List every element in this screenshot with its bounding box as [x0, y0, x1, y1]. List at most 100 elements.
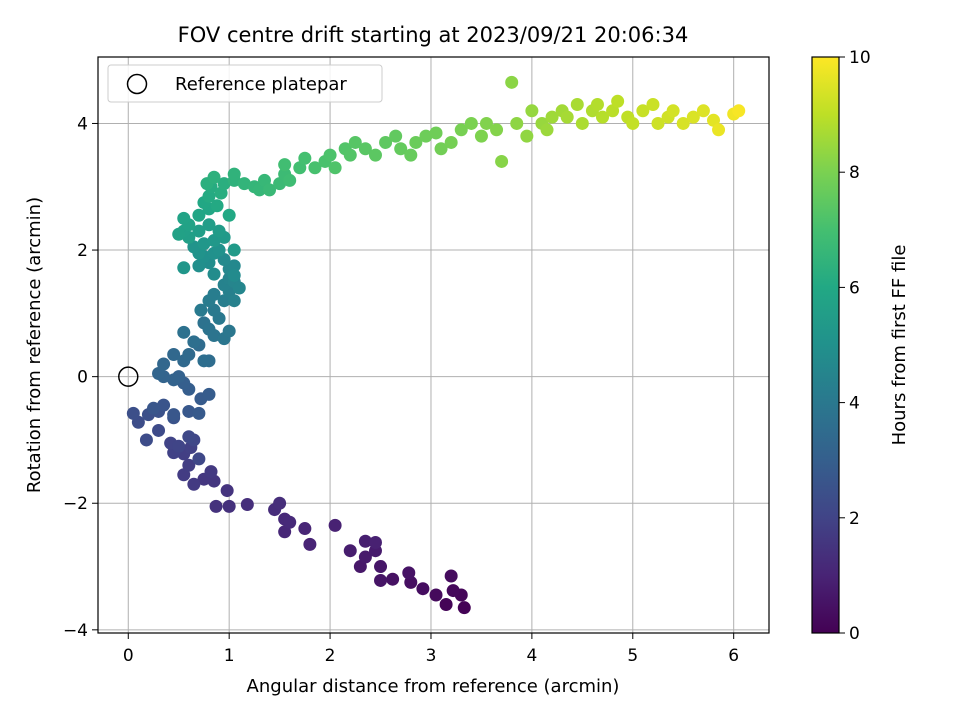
scatter-point [278, 158, 292, 172]
scatter-point [167, 373, 181, 387]
scatter-point [207, 287, 221, 301]
scatter-point [192, 224, 206, 238]
scatter-point [202, 218, 216, 232]
legend-label: Reference platepar [175, 74, 347, 95]
scatter-point [192, 406, 206, 420]
scatter-point [182, 404, 196, 418]
scatter-point [712, 123, 726, 137]
colorbar-tick-label: 4 [849, 394, 860, 414]
scatter-point [429, 126, 443, 140]
scatter-point [389, 129, 403, 143]
colorbar-gradient [811, 56, 840, 634]
scatter-point [368, 535, 382, 549]
scatter-point [495, 154, 509, 168]
chart-title: FOV centre drift starting at 2023/09/21 … [178, 23, 689, 47]
legend-marker-open-circle [126, 73, 148, 95]
scatter-point [232, 281, 246, 295]
scatter-point [434, 142, 448, 156]
scatter-point [570, 97, 584, 111]
scatter-point [182, 458, 196, 472]
scatter-point [126, 406, 140, 420]
scatter-point [686, 110, 700, 124]
x-axis-ticks: 0 1 2 3 4 5 6 [123, 633, 739, 666]
scatter-point [404, 148, 418, 162]
scatter-point [207, 329, 221, 343]
colorbar-tick-label: 0 [849, 624, 860, 644]
x-axis-label: Angular distance from reference (arcmin) [247, 676, 620, 697]
scatter-point [343, 148, 357, 162]
scatter-point [348, 135, 362, 149]
scatter-point [167, 408, 181, 422]
x-tick-label: 5 [627, 646, 638, 666]
colorbar-tick-label: 2 [849, 509, 860, 529]
scatter-point [187, 477, 201, 491]
reference-marker [118, 366, 139, 387]
scatter-point [182, 347, 196, 361]
x-tick-label: 6 [728, 646, 739, 666]
scatter-point [167, 347, 181, 361]
scatter-point [237, 177, 251, 191]
scatter-point [490, 123, 504, 137]
scatter-point [177, 261, 191, 275]
scatter-point [666, 104, 680, 118]
scatter-point [454, 123, 468, 137]
scatter-point [444, 135, 458, 149]
scatter-point [227, 243, 241, 257]
scatter-point [545, 110, 559, 124]
scatter-point [222, 208, 236, 222]
scatter-point [444, 569, 458, 583]
scatter-point [328, 161, 342, 175]
scatter-point [172, 227, 186, 241]
y-axis-label: Rotation from reference (arcmin) [24, 197, 45, 493]
scatter-point [283, 173, 297, 187]
scatter-point [222, 324, 236, 338]
scatter-point [429, 588, 443, 602]
scatter-point [374, 573, 388, 587]
scatter-point [446, 584, 460, 598]
scatter-point [209, 499, 223, 513]
scatter-point [222, 499, 236, 513]
colorbar-tick-label: 8 [849, 163, 860, 183]
scatter-point [220, 484, 234, 498]
scatter-point [227, 268, 241, 282]
scatter-point [646, 97, 660, 111]
scatter-point [636, 104, 650, 118]
scatter-point [157, 398, 171, 412]
scatter-point [197, 237, 211, 251]
scatter-point [152, 423, 166, 437]
data-points [126, 75, 746, 615]
scatter-point [139, 433, 153, 447]
scatter-point [540, 123, 554, 137]
x-tick-label: 0 [123, 646, 134, 666]
scatter-point [298, 151, 312, 165]
scatter-point [520, 129, 534, 143]
scatter-point [368, 148, 382, 162]
scatter-point [560, 110, 574, 124]
scatter-point [379, 135, 393, 149]
plot-frame [97, 56, 770, 634]
scatter-point [525, 104, 539, 118]
scatter-point [358, 550, 372, 564]
scatter-point [409, 135, 423, 149]
scatter-point [676, 116, 690, 130]
scatter-point [575, 116, 589, 130]
scatter-point [263, 183, 277, 197]
scatter-point [210, 199, 224, 213]
scatter-point [273, 496, 287, 510]
scatter-point [207, 267, 221, 281]
scatter-point [283, 515, 297, 529]
scatter-point [474, 129, 488, 143]
scatter-point [510, 116, 524, 130]
scatter-point [464, 116, 478, 130]
scatter-point [194, 303, 208, 317]
y-tick-label: −4 [63, 621, 88, 641]
scatter-point [323, 148, 337, 162]
scatter-point [177, 211, 191, 225]
scatter-point [217, 177, 231, 191]
scatter-point [358, 534, 372, 548]
legend: Reference platepar [107, 64, 383, 103]
scatter-point [696, 104, 710, 118]
scatter-point [177, 325, 191, 339]
scatter-point [328, 518, 342, 532]
